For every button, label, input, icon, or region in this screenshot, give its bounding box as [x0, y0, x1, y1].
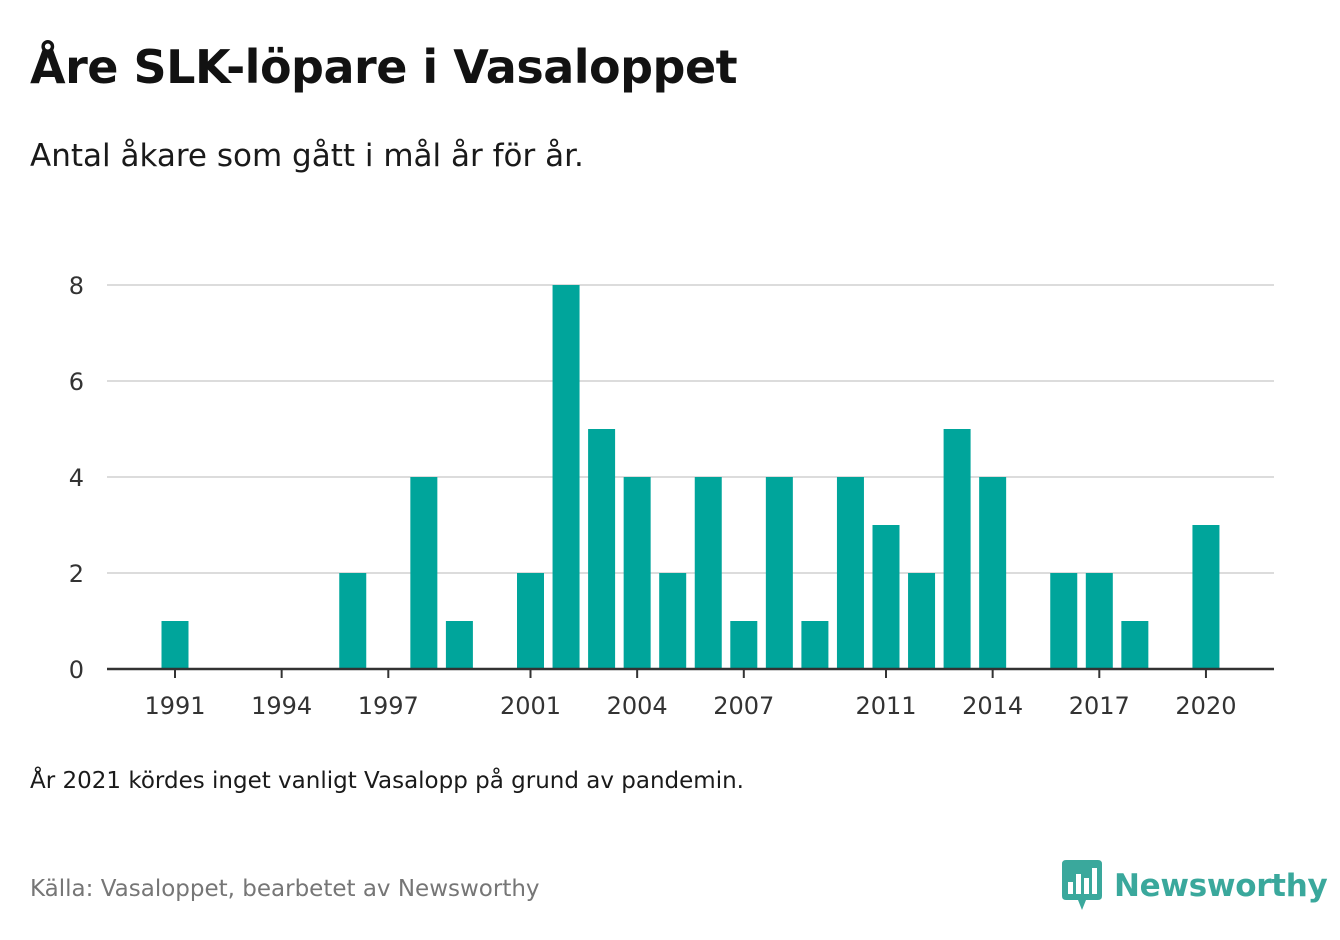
chart-note: År 2021 kördes inget vanligt Vasalopp på… [30, 768, 744, 794]
bar-2009 [801, 621, 829, 669]
bar-2003 [588, 429, 616, 669]
x-tick-label: 2014 [962, 692, 1023, 720]
bar-2006 [694, 477, 722, 669]
brand: Newsworthy [1062, 860, 1328, 912]
x-tick-label: 1994 [251, 692, 312, 720]
bar-2012 [908, 573, 936, 669]
x-tick-label: 2020 [1175, 692, 1236, 720]
y-tick-label: 4 [69, 464, 84, 492]
x-tick-label: 1997 [358, 692, 419, 720]
bar-1998 [410, 477, 438, 669]
newsworthy-bar-chart-logo-icon [1062, 860, 1102, 910]
x-tick-label: 2004 [607, 692, 668, 720]
bar-2002 [552, 285, 580, 669]
bars [161, 285, 1220, 669]
bar-2020 [1192, 525, 1220, 669]
y-tick-label: 8 [69, 272, 84, 300]
y-tick-label: 6 [69, 368, 84, 396]
source-text: Källa: Vasaloppet, bearbetet av Newswort… [30, 876, 540, 902]
axes: 0 2 4 6 8 1991 1994 1997 2001 2004 2007 2011 2014 201… [69, 272, 1274, 720]
bar-2004 [623, 477, 651, 669]
brand-name: Newsworthy [1114, 868, 1328, 904]
bar-2017 [1085, 573, 1113, 669]
chart-subtitle: Antal åkare som gått i mål år för år. [30, 138, 584, 174]
bar-2014 [979, 477, 1007, 669]
bar-1996 [339, 573, 367, 669]
x-tick-label: 2001 [500, 692, 561, 720]
x-tick-label: 1991 [144, 692, 205, 720]
bar-2005 [659, 573, 687, 669]
chart-title: Åre SLK-löpare i Vasaloppet [30, 40, 738, 94]
bar-2008 [765, 477, 793, 669]
x-tick-label: 2007 [713, 692, 774, 720]
y-tick-label: 0 [69, 656, 84, 684]
y-tick-label: 2 [69, 560, 84, 588]
bar-2001 [517, 573, 544, 669]
bar-chart: 0 2 4 6 8 1991 1994 1997 2001 2004 2007 2011 2014 201… [69, 272, 1274, 720]
bar-2010 [836, 477, 864, 669]
bar-2007 [730, 621, 758, 669]
bar-2018 [1121, 621, 1149, 669]
bar-1999 [445, 621, 473, 669]
bar-2013 [943, 429, 971, 669]
x-tick-label: 2017 [1069, 692, 1130, 720]
grid-lines [107, 284, 1274, 574]
bar-1991 [161, 621, 189, 669]
bar-2011 [872, 525, 900, 669]
x-tick-label: 2011 [855, 692, 916, 720]
bar-2016 [1050, 573, 1078, 669]
